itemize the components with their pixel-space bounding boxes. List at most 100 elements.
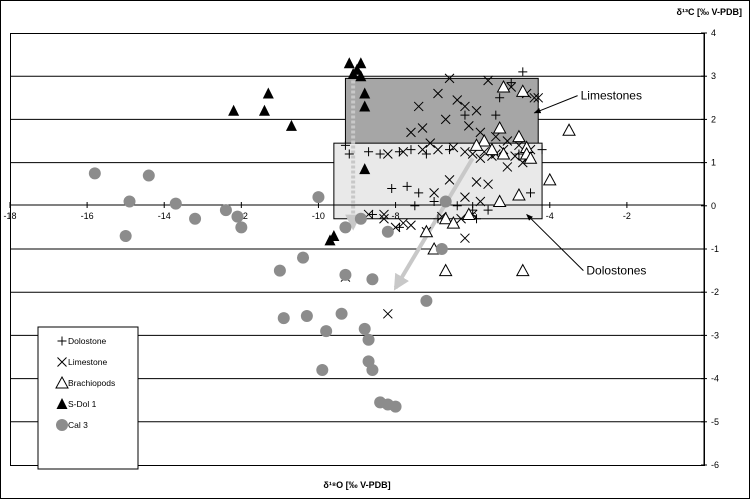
point-dolostone <box>491 110 501 120</box>
point-limestone <box>510 151 520 161</box>
series-cal-3 <box>88 167 452 413</box>
point-limestone <box>533 92 544 103</box>
point-limestone <box>471 105 482 116</box>
point-limestone <box>444 175 455 185</box>
x-tick-label: -16 <box>81 211 94 221</box>
point-dolostone <box>526 188 535 198</box>
point-brachiopods <box>512 187 526 201</box>
point-cal-3 <box>123 195 136 208</box>
x-tick-label: -18 <box>3 211 16 221</box>
point-s-dol-1 <box>359 87 371 99</box>
data-points <box>88 57 576 413</box>
point-limestone <box>440 114 451 125</box>
point-brachiopods <box>523 151 538 164</box>
point-limestone <box>413 101 424 112</box>
point-s-dol-1 <box>355 70 367 82</box>
y-tick-label: -4 <box>711 374 719 384</box>
point-limestone <box>467 149 478 159</box>
legend-marker <box>57 336 67 346</box>
point-cal-3 <box>354 212 367 225</box>
point-cal-3 <box>358 322 371 335</box>
point-dolostone <box>340 140 350 150</box>
legend-label: Brachiopods <box>68 378 115 388</box>
series-limestone <box>340 73 544 319</box>
point-cal-3 <box>381 225 394 238</box>
point-s-dol-1 <box>324 234 336 246</box>
point-limestone <box>379 213 389 224</box>
point-dolostone <box>452 201 462 211</box>
point-limestone <box>502 162 513 172</box>
point-cal-3 <box>362 333 375 346</box>
point-limestone <box>444 73 455 84</box>
point-cal-3 <box>169 197 182 210</box>
point-s-dol-1 <box>343 57 355 69</box>
point-dolostone <box>460 110 470 120</box>
annotation-limestones: Limestones <box>581 89 642 103</box>
legend-marker <box>56 419 68 431</box>
point-limestone <box>433 88 443 99</box>
point-dolostone <box>445 145 455 155</box>
y-tick-label: 3 <box>711 71 716 81</box>
point-brachiopods <box>469 138 484 151</box>
point-limestone <box>529 92 540 103</box>
point-cal-3 <box>231 210 244 223</box>
point-s-dol-1 <box>355 57 367 69</box>
point-cal-3 <box>273 264 286 277</box>
series-dolostone <box>340 67 547 232</box>
point-brachiopods <box>515 84 530 97</box>
point-limestone <box>475 153 486 164</box>
point-brachiopods <box>542 172 557 186</box>
point-brachiopods <box>496 146 511 160</box>
point-limestone <box>460 192 470 203</box>
point-dolostone <box>375 149 385 159</box>
point-limestone <box>514 140 524 151</box>
legend-marker <box>57 357 67 367</box>
point-limestone <box>433 144 443 155</box>
point-limestone <box>406 220 416 231</box>
point-limestone <box>471 177 482 187</box>
point-cal-3 <box>316 363 329 376</box>
legend-marker <box>56 398 68 409</box>
point-cal-3 <box>435 243 448 255</box>
point-cal-3 <box>88 167 101 180</box>
point-s-dol-1 <box>347 68 359 80</box>
point-limestone <box>483 75 493 86</box>
annotation-arrow <box>526 213 584 271</box>
point-brachiopods <box>492 194 507 207</box>
point-limestone <box>417 123 428 133</box>
x-tick-label: -8 <box>392 211 400 221</box>
x-tick-label: -4 <box>546 211 554 221</box>
point-cal-3 <box>300 309 313 322</box>
point-cal-3 <box>320 325 333 338</box>
legend-box <box>37 326 139 470</box>
y-axis-label: δ¹³C [‰ V-PDB] <box>677 7 742 17</box>
y-tick-label: -2 <box>711 287 719 297</box>
y-tick-label: 1 <box>711 158 716 168</box>
point-limestone <box>382 308 393 319</box>
legend-marker <box>55 375 69 389</box>
point-s-dol-1 <box>359 100 371 112</box>
point-cal-3 <box>235 221 248 234</box>
point-brachiopods <box>446 216 461 229</box>
y-tick-label: 2 <box>711 114 716 124</box>
point-cal-3 <box>339 221 352 234</box>
point-cal-3 <box>339 268 352 281</box>
point-brachiopods <box>477 133 492 147</box>
point-cal-3 <box>142 169 155 182</box>
annotation-arrow <box>533 95 578 114</box>
legend-label: S-Dol 1 <box>68 399 97 409</box>
point-cal-3 <box>420 294 433 307</box>
y-tick-label: 4 <box>711 28 716 38</box>
point-cal-3 <box>189 212 202 225</box>
point-dolostone <box>402 181 412 191</box>
point-limestone <box>517 157 528 168</box>
point-limestone <box>460 233 470 244</box>
y-tick-label: -3 <box>711 330 719 340</box>
point-dolostone <box>406 145 416 155</box>
legend-item: S-Dol 1 <box>56 398 97 409</box>
y-tick-label: -6 <box>711 460 719 470</box>
annotation-dolostones: Dolostones <box>586 264 646 278</box>
point-brachiopods <box>512 129 526 143</box>
point-dolostone <box>414 188 424 198</box>
